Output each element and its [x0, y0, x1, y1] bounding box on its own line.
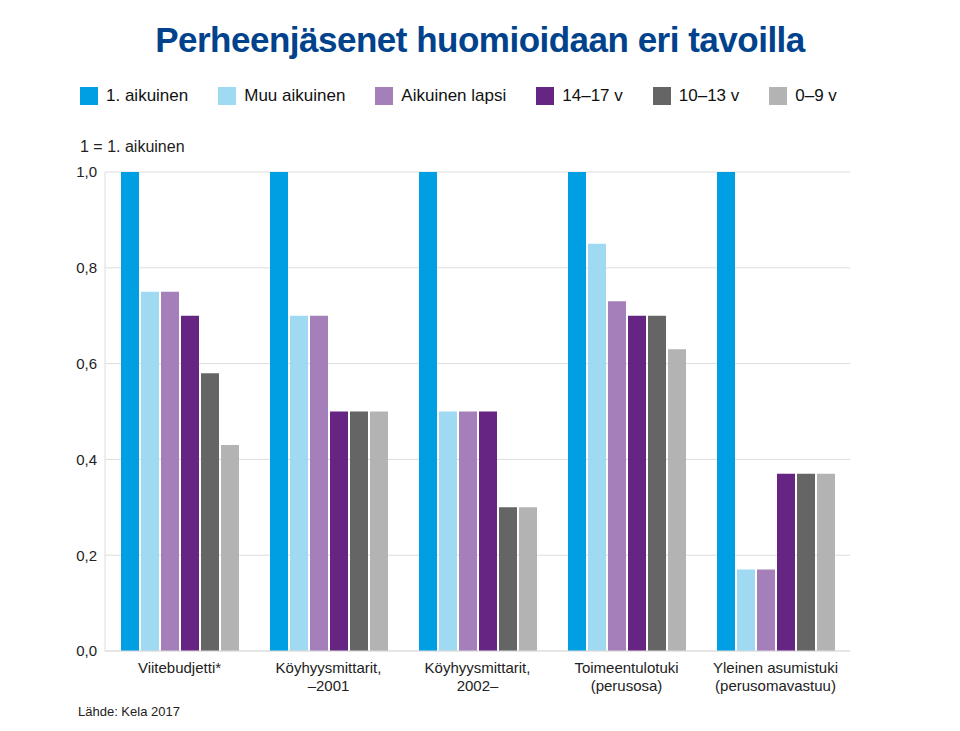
html-text:Aikuinen lapsi: Aikuinen lapsi: [401, 86, 507, 105]
svg-text:Toimeentulotuki(perusosa): Toimeentulotuki(perusosa): [574, 659, 678, 694]
html-text:10–13 v: 10–13 v: [678, 86, 740, 105]
html-text:0–9 v: 0–9 v: [795, 86, 837, 105]
svg-text:Köyhyysmittarit,–2001: Köyhyysmittarit,–2001: [276, 659, 382, 694]
svg-text:0,8: 0,8: [76, 259, 97, 276]
svg-text:0,6: 0,6: [76, 355, 97, 372]
svg-text:Viitebudjetti*: Viitebudjetti*: [138, 659, 221, 676]
html-text:1. aikuinen: 1. aikuinen: [106, 86, 189, 105]
html-text:1 = 1. aikuinen: 1 = 1. aikuinen: [80, 138, 185, 155]
svg-text:Yleinen asumistuki(perusomavas: Yleinen asumistuki(perusomavastuu): [713, 659, 838, 694]
html-text:Lähde: Kela 2017: Lähde: Kela 2017: [78, 704, 180, 719]
svg-text:1,0: 1,0: [76, 163, 97, 180]
svg-text:0,2: 0,2: [76, 547, 97, 564]
html-text:Muu aikuinen: Muu aikuinen: [244, 86, 346, 105]
html-text:14–17 v: 14–17 v: [562, 86, 623, 105]
svg-text:0,0: 0,0: [76, 642, 97, 659]
svg-text:0,4: 0,4: [76, 451, 97, 468]
svg-text:Köyhyysmittarit,2002–: Köyhyysmittarit,2002–: [425, 659, 531, 694]
html-text:Perheenjäsenet huomioidaan eri: Perheenjäsenet huomioidaan eri tavoilla: [155, 20, 805, 59]
